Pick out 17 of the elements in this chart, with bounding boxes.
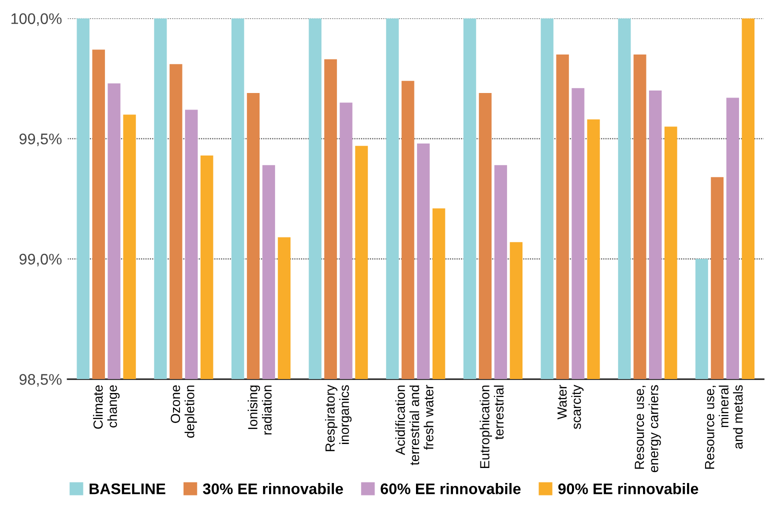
y-tick-label: 98,5% [20,374,62,387]
legend-label: BASELINE [90,483,166,494]
x-tick-label: Climate change [93,385,120,429]
x-tick-label: Ionising radiation [248,386,272,434]
x-tick-label: Resource use, energy carriers [634,385,661,472]
x-tick-label: Ozone depletion [170,385,197,438]
legend-label: 30% EE rinnovabile [202,483,343,494]
x-tick-label: Resource use, mineral and metals [705,385,743,469]
legend-label: 60% EE rinnovabile [380,483,521,494]
x-tick-label: Acidification terrestrial and fresh water [395,384,434,466]
x-tick-label: Water scarcity [558,384,584,430]
y-tick-label: 100,0% [11,13,62,26]
y-tick-label: 99,5% [20,134,62,146]
x-tick-label: Eutrophication terrestrial [480,386,504,468]
legend-label: 90% EE rinnovabile [558,483,698,494]
y-tick-label: 99,0% [20,254,62,266]
x-tick-label: Respiratory inorganics [325,384,352,452]
